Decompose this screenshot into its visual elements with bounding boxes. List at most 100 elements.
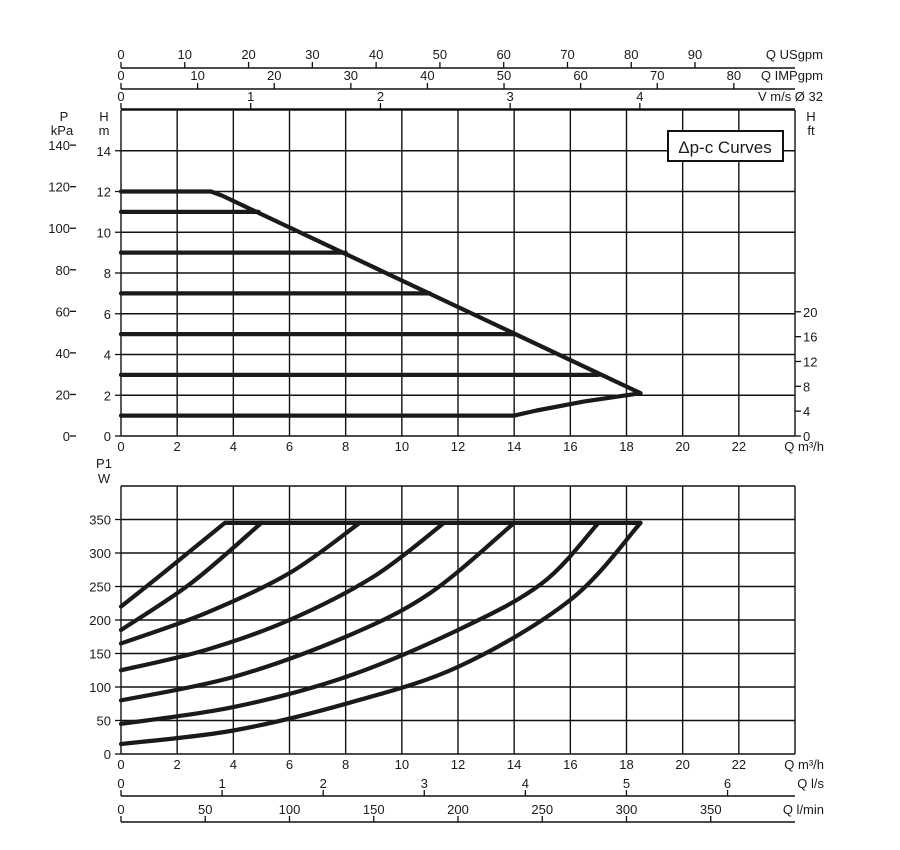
top-axis-tick-label: 90 <box>688 47 702 62</box>
top-axis-tick-label: 10 <box>190 68 204 83</box>
y-tick-label-m: 12 <box>97 185 111 200</box>
power-curve-1 <box>118 520 643 609</box>
x-tick-label: 0 <box>117 757 124 772</box>
bottom-axis-label: Q l/s <box>797 776 824 791</box>
y-tick-label-w: 300 <box>89 546 111 561</box>
y-tick-label-kpa: 100 <box>48 221 70 236</box>
x-tick-label: 14 <box>507 757 521 772</box>
power-curve-4 <box>118 520 447 673</box>
x-tick-label: 10 <box>395 757 409 772</box>
power-curve-7 <box>118 520 643 747</box>
x-tick-label: 0 <box>117 439 124 454</box>
bottom-axis-tick-label: 250 <box>531 802 553 817</box>
x-tick-label: 22 <box>732 439 746 454</box>
y-axis-unit-w: W <box>98 471 111 486</box>
x-tick-label: 6 <box>286 757 293 772</box>
top-axis-tick-label: 4 <box>636 89 643 104</box>
y-tick-label-m: 0 <box>104 429 111 444</box>
bottom-axis-tick-label: 0 <box>117 776 124 791</box>
y-tick-label-kpa: 40 <box>56 346 70 361</box>
top-axis-tick-label: 50 <box>433 47 447 62</box>
x-tick-label: 4 <box>230 757 237 772</box>
top-axis-tick-label: 50 <box>497 68 511 83</box>
y-tick-label-w: 350 <box>89 513 111 528</box>
top-axis-tick-label: 2 <box>377 89 384 104</box>
chart-title: Δp-c Curves <box>678 138 772 157</box>
top-axis-tick-label: 0 <box>117 68 124 83</box>
top-axis-tick-label: 0 <box>117 89 124 104</box>
y-tick-label-w: 0 <box>104 747 111 762</box>
top-axis-tick-label: 30 <box>305 47 319 62</box>
x-tick-label: 2 <box>174 757 181 772</box>
top-axis-tick-label: 60 <box>496 47 510 62</box>
top-axis-label: V m/s Ø 32 <box>758 89 823 104</box>
x-tick-label: 16 <box>563 439 577 454</box>
y-tick-label-w: 50 <box>97 714 111 729</box>
top-axis-tick-label: 80 <box>624 47 638 62</box>
top-axis-tick-label: 3 <box>507 89 514 104</box>
y-axis-unit-ft: ft <box>807 123 815 138</box>
power-curve-6 <box>118 520 601 726</box>
y-tick-label-ft: 8 <box>803 379 810 394</box>
x-tick-label: 22 <box>732 757 746 772</box>
y-tick-label-ft: 20 <box>803 305 817 320</box>
y-tick-label-ft: 4 <box>803 404 810 419</box>
top-axis-tick-label: 30 <box>344 68 358 83</box>
y-tick-label-kpa: 20 <box>56 387 70 402</box>
y-tick-label-m: 6 <box>104 307 111 322</box>
x-tick-label: 16 <box>563 757 577 772</box>
bottom-axis-tick-label: 1 <box>218 776 225 791</box>
y-axis-unit-kpa: kPa <box>51 123 74 138</box>
x-tick-label: 4 <box>230 439 237 454</box>
bottom-axis-tick-label: 300 <box>616 802 638 817</box>
power-chart: 0 50 100 150 200 250 300 350 P1W 0 2 4 6 8 10 12 14 16 18 2… <box>89 456 824 772</box>
top-axis-tick-label: 40 <box>420 68 434 83</box>
top-axis-tick-label: 10 <box>178 47 192 62</box>
top-axis-tick-label: 0 <box>117 47 124 62</box>
top-axis-tick-label: 70 <box>650 68 664 83</box>
bottom-axis-tick-label: 3 <box>421 776 428 791</box>
y-tick-label-kpa: 140 <box>48 138 70 153</box>
bottom-axis-tick-label: 200 <box>447 802 469 817</box>
top-axis-label: Q USgpm <box>766 47 823 62</box>
bottom-axis-tick-label: 2 <box>320 776 327 791</box>
y-tick-label-m: 10 <box>97 225 111 240</box>
head-chart: 02468101214020406080100120140048121620Hm… <box>48 109 824 454</box>
head-curve-7 <box>118 391 643 418</box>
x-tick-label: 18 <box>619 439 633 454</box>
x-tick-label: 12 <box>451 757 465 772</box>
top-axis-tick-label: 1 <box>247 89 254 104</box>
y-tick-label-m: 4 <box>104 348 111 363</box>
y-tick-label-kpa: 80 <box>56 263 70 278</box>
x-tick-label: 8 <box>342 439 349 454</box>
power-curve-5 <box>118 520 517 703</box>
y-tick-label-kpa: 120 <box>48 180 70 195</box>
power-curve-3 <box>118 520 362 646</box>
top-axis-tick-label: 20 <box>267 68 281 83</box>
x-tick-label: 18 <box>619 757 633 772</box>
top-axis-tick-label: 40 <box>369 47 383 62</box>
y-axis-unit-m: m <box>99 123 110 138</box>
x-tick-label: 10 <box>395 439 409 454</box>
top-axis-tick-label: 20 <box>241 47 255 62</box>
y-tick-label-m: 14 <box>97 144 111 159</box>
top-axis-tick-label: 70 <box>560 47 574 62</box>
x-tick-label: 2 <box>174 439 181 454</box>
top-axis-tick-label: 80 <box>727 68 741 83</box>
y-axis-name-h: H <box>99 109 108 124</box>
y-tick-label-w: 250 <box>89 580 111 595</box>
y-tick-label-ft: 16 <box>803 330 817 345</box>
x-tick-label: 6 <box>286 439 293 454</box>
y-tick-label-m: 2 <box>104 388 111 403</box>
y-tick-label-w: 100 <box>89 680 111 695</box>
bottom-axis-tick-label: 50 <box>198 802 212 817</box>
bottom-axis-tick-label: 150 <box>363 802 385 817</box>
y-tick-label-w: 200 <box>89 613 111 628</box>
y-tick-label-kpa: 60 <box>56 304 70 319</box>
y-tick-label-ft: 12 <box>803 354 817 369</box>
bottom-axis-tick-label: 100 <box>279 802 301 817</box>
y-tick-label-kpa: 0 <box>63 429 70 444</box>
top-axis-tick-label: 60 <box>573 68 587 83</box>
